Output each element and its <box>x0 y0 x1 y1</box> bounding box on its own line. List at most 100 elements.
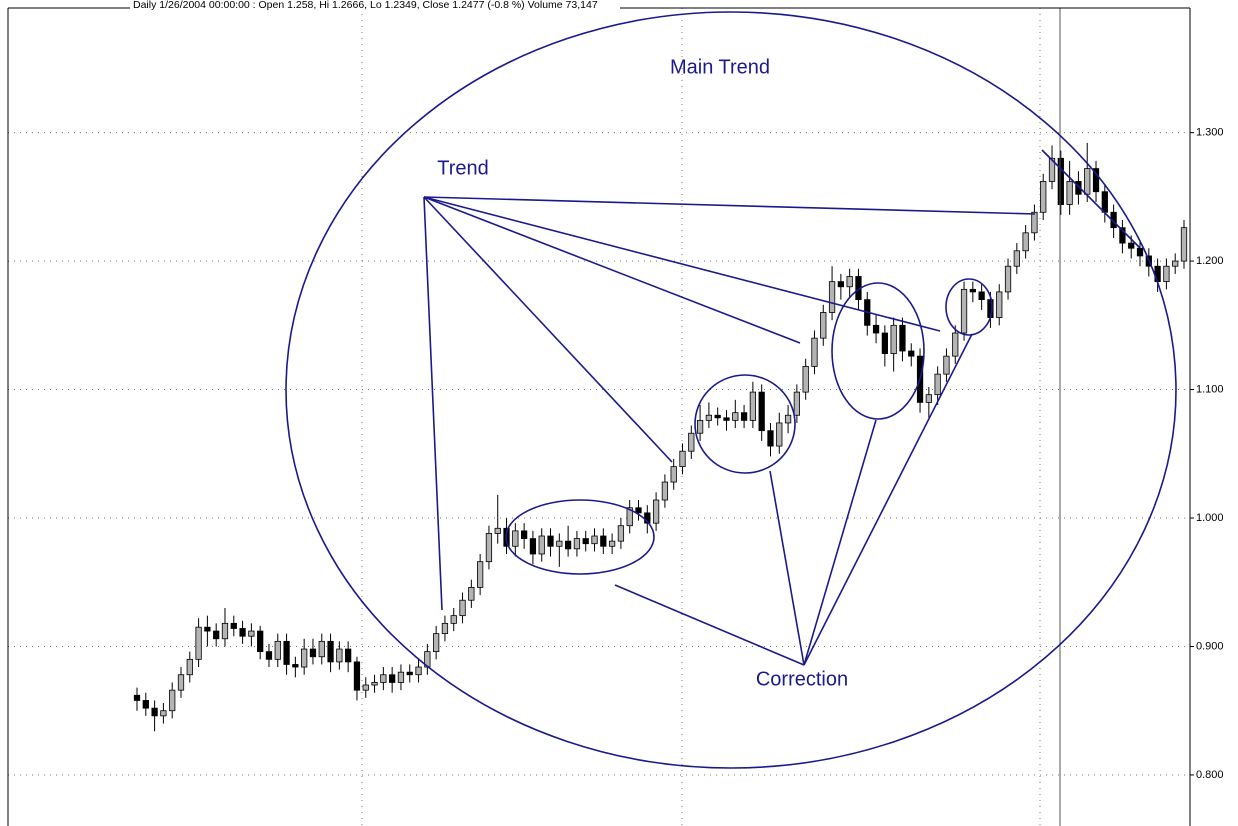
candle-body <box>1040 181 1047 213</box>
candle-body <box>318 640 325 658</box>
candle-body <box>406 671 413 676</box>
candle-body <box>978 291 985 301</box>
y-tick-label: 1.200 <box>1196 255 1224 267</box>
candle-body <box>327 640 334 663</box>
trend-line <box>1041 149 1141 249</box>
candle-body <box>591 535 598 545</box>
candle-body <box>890 324 897 354</box>
candle-body <box>960 288 968 334</box>
candle-body <box>740 412 748 421</box>
candle-body <box>881 332 888 354</box>
candle-body <box>494 527 501 534</box>
candle-body <box>828 281 836 313</box>
candle-body <box>661 481 669 501</box>
candle-body <box>758 391 765 432</box>
candle-body <box>1092 168 1100 193</box>
candle-body <box>564 540 572 550</box>
y-tick-label: 1.300 <box>1196 127 1224 139</box>
grid <box>8 8 1190 826</box>
candle-body <box>1180 227 1188 262</box>
candle-body <box>996 291 1003 319</box>
candle-body <box>556 540 563 547</box>
candle-body <box>820 312 827 339</box>
candle-body <box>600 535 607 547</box>
candle-body <box>433 633 440 653</box>
candle-body <box>512 530 519 547</box>
candle-body <box>1136 247 1144 257</box>
candle-body <box>635 507 642 514</box>
candle-body <box>142 700 149 709</box>
candle-body <box>1066 181 1073 205</box>
correction-line <box>614 584 805 666</box>
candle-body <box>1101 191 1108 213</box>
y-tick-label: 0.900 <box>1196 640 1224 652</box>
candle-body <box>169 689 176 712</box>
candle-body <box>230 622 237 629</box>
candle-body <box>309 648 317 658</box>
candle-body <box>776 422 783 447</box>
candle-body <box>160 710 167 717</box>
correction-ellipse <box>694 374 796 474</box>
trend-line <box>423 196 673 463</box>
trend-line <box>423 196 443 611</box>
candle-body <box>679 450 686 468</box>
trend-line <box>423 196 801 344</box>
candle-body <box>415 666 422 676</box>
candle-body <box>362 684 369 691</box>
candle-body <box>450 615 457 624</box>
candle-body <box>925 394 932 403</box>
candle-body <box>520 530 528 539</box>
candle-body <box>441 622 449 635</box>
candle-body <box>793 391 801 416</box>
candle-body <box>529 538 537 555</box>
candle-body <box>485 533 493 563</box>
candle-body <box>336 648 343 663</box>
candle-body <box>1013 250 1020 267</box>
y-tick-label: 0.800 <box>1196 769 1224 781</box>
annotation: Main Trend <box>670 56 770 78</box>
candle-body <box>696 419 704 434</box>
candle-body <box>1057 157 1064 205</box>
candle-body <box>538 535 545 555</box>
candle-body <box>186 658 193 676</box>
candle-body <box>1048 157 1056 182</box>
candle-body <box>670 466 677 483</box>
candle-body <box>608 540 616 547</box>
candle-body <box>239 628 246 637</box>
correction-ellipse <box>505 499 655 575</box>
candle-body <box>723 417 730 421</box>
candle-body <box>389 674 396 683</box>
trend-line <box>423 196 1036 215</box>
candle-body <box>177 674 185 691</box>
correction-ellipse <box>831 282 925 420</box>
candle-body <box>380 674 387 683</box>
candle-body <box>688 432 695 452</box>
candle-body <box>221 622 229 640</box>
candle-body <box>353 661 361 691</box>
candle-body <box>204 626 211 632</box>
candle-body <box>1128 242 1135 249</box>
candle-body <box>547 535 554 547</box>
candle-body <box>969 288 976 293</box>
main-trend-ellipse <box>285 11 1177 769</box>
correction-line <box>803 333 973 666</box>
candle-body <box>626 507 633 527</box>
candle-body <box>1022 232 1029 252</box>
candle-body <box>1075 181 1082 195</box>
candle-body <box>617 525 625 542</box>
candle-body <box>459 599 466 617</box>
candles <box>133 142 1188 732</box>
candle-body <box>846 276 853 288</box>
candle-body <box>908 350 915 357</box>
candle-body <box>371 682 378 686</box>
candle-body <box>1084 168 1091 195</box>
candle-body <box>872 324 880 334</box>
candle-body <box>714 414 721 419</box>
candle-body <box>213 630 220 640</box>
candle-body <box>837 281 844 288</box>
candle-body <box>301 648 308 668</box>
annotation: Trend <box>437 157 489 179</box>
y-tick-label: 1.000 <box>1196 512 1224 524</box>
